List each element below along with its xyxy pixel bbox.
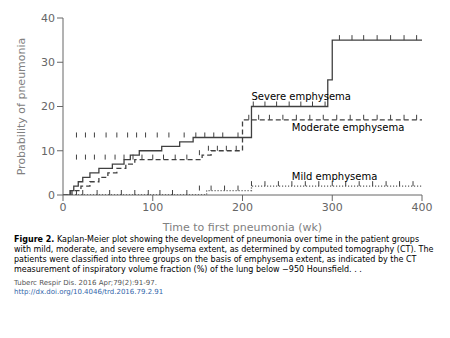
svg-text:10: 10 <box>41 145 55 158</box>
svg-text:Probability of pneumonia: Probability of pneumonia <box>15 38 28 176</box>
svg-text:400: 400 <box>412 201 433 214</box>
svg-text:300: 300 <box>322 201 343 214</box>
svg-text:40: 40 <box>41 12 55 25</box>
html-text:http://dx.doi.org/10.4046/trd.: http://dx.doi.org/10.4046/trd.2016.79.2.… <box>14 288 164 296</box>
svg-text:Time to first pneumonia (wk): Time to first pneumonia (wk) <box>162 221 322 233</box>
svg-text:200: 200 <box>232 201 253 214</box>
svg-text:20: 20 <box>41 100 55 113</box>
html-text:Figure 2. Kaplan-Meier plot sh: Figure 2. Kaplan-Meier plot showing the … <box>14 235 434 274</box>
svg-text:Moderate emphysema: Moderate emphysema <box>292 122 404 133</box>
svg-text:Mild emphysema: Mild emphysema <box>292 171 377 182</box>
svg-text:100: 100 <box>142 201 163 214</box>
svg-text:0: 0 <box>48 189 55 202</box>
svg-text:0: 0 <box>60 201 67 214</box>
svg-text:30: 30 <box>41 56 55 69</box>
html-text:Tuberc Respir Dis. 2016 Apr;79: Tuberc Respir Dis. 2016 Apr;79(2):91-97. <box>14 279 157 287</box>
svg-text:Severe emphysema: Severe emphysema <box>251 91 351 102</box>
